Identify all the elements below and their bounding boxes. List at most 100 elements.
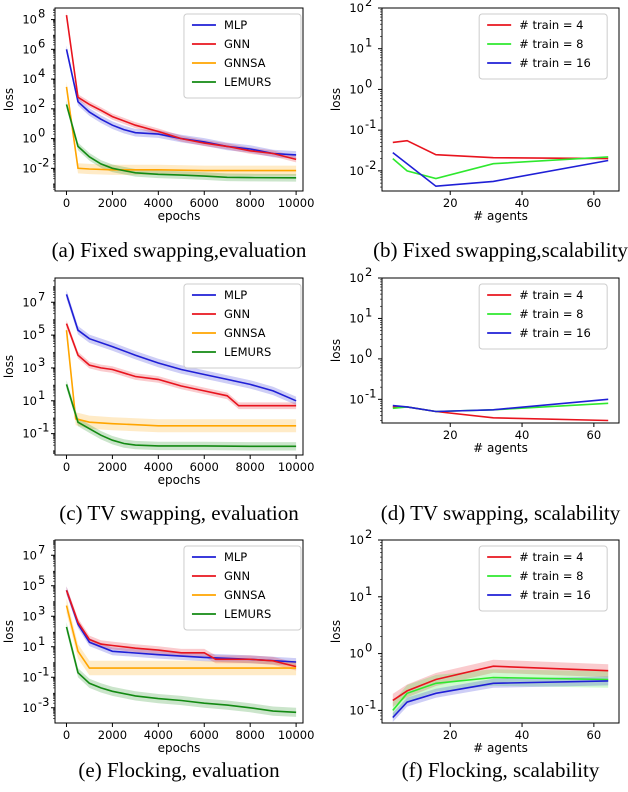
series-line [392, 156, 609, 180]
x-tick-label: 4000 [144, 460, 173, 474]
legend-entry: MLP [224, 18, 247, 32]
x-tick-label: 0 [63, 728, 70, 742]
series-band [66, 380, 297, 451]
y-tick-label: 10 [22, 42, 37, 56]
y-tick-label: 10 [349, 311, 364, 325]
series-line [65, 323, 297, 407]
series-line [65, 590, 297, 668]
x-tick-label: 2000 [98, 196, 127, 210]
x-axis-label: # agents [473, 441, 528, 455]
x-tick-label: 40 [515, 428, 530, 442]
y-tick-label: 10 [349, 82, 364, 96]
plot-area [392, 139, 609, 188]
y-tick-exponent: -1 [38, 421, 49, 435]
legend-box [183, 13, 302, 99]
legend-entry: MLP [224, 550, 247, 564]
legend-entry: # train = 16 [519, 326, 591, 340]
y-tick-exponent: 7 [38, 289, 45, 303]
x-tick-label: 10000 [278, 460, 315, 474]
series-line [392, 665, 609, 702]
series-line [392, 676, 609, 711]
series-band [392, 676, 609, 722]
y-axis-label: loss [2, 88, 16, 111]
y-tick-label: 10 [22, 161, 37, 175]
subfigure-caption: (b) Fixed swapping,scalability [373, 238, 628, 262]
y-tick-label: 10 [349, 703, 364, 717]
legend-entry: GNNSA [224, 56, 266, 70]
series-line [392, 680, 609, 719]
y-tick-label: 10 [349, 1, 364, 15]
x-tick-label: 60 [587, 728, 602, 742]
y-tick-label: 10 [22, 427, 37, 441]
legend-entry: # train = 8 [519, 307, 583, 321]
y-tick-exponent: 8 [38, 7, 45, 21]
y-tick-exponent: 1 [365, 36, 372, 50]
plot-area [392, 659, 609, 722]
x-tick-label: 10000 [278, 728, 315, 742]
legend-entry: LEMURS [224, 607, 271, 621]
series-line [65, 605, 297, 669]
y-tick-label: 10 [22, 394, 37, 408]
series-band [66, 586, 297, 666]
y-tick-exponent: -2 [38, 155, 49, 169]
series-band [392, 659, 609, 707]
legend-entry: LEMURS [224, 345, 271, 359]
y-tick-label: 10 [22, 102, 37, 116]
series-line [392, 139, 609, 160]
x-tick-label: 8000 [236, 196, 265, 210]
y-axis-label: loss [329, 339, 343, 362]
y-tick-label: 10 [349, 533, 364, 547]
series-line [65, 330, 297, 427]
x-tick-label: 40 [515, 728, 530, 742]
series-line [392, 398, 609, 413]
y-tick-label: 10 [22, 609, 37, 623]
series-line [65, 104, 297, 179]
legend-entry: # train = 16 [519, 588, 591, 602]
subfigure-caption: (d) TV swapping, scalability [381, 501, 621, 525]
legend-entry: GNN [224, 569, 250, 583]
series-line [65, 49, 297, 156]
axes-frame [54, 539, 304, 724]
x-tick-label: 20 [443, 728, 458, 742]
y-tick-label: 10 [349, 271, 364, 285]
y-tick-label: 10 [349, 352, 364, 366]
x-tick-label: 40 [515, 196, 530, 210]
legend-entry: GNN [224, 307, 250, 321]
legend-entry: # train = 4 [519, 288, 583, 302]
x-tick-label: 8000 [236, 460, 265, 474]
y-tick-label: 10 [349, 392, 364, 406]
plot-area [65, 586, 297, 717]
y-tick-exponent: 5 [38, 322, 45, 336]
axes-frame [381, 277, 620, 424]
legend-box [183, 545, 302, 631]
series-band [66, 586, 297, 671]
y-tick-label: 10 [22, 670, 37, 684]
y-tick-exponent: 1 [365, 584, 372, 598]
plot-area [65, 290, 297, 451]
series-line [65, 86, 297, 172]
x-axis-label: epochs [158, 209, 201, 223]
x-tick-label: 6000 [190, 196, 219, 210]
x-tick-label: 6000 [190, 728, 219, 742]
x-tick-label: 10000 [278, 196, 315, 210]
x-axis-label: epochs [158, 473, 201, 487]
series-line [65, 294, 297, 402]
legend-entry: # train = 8 [519, 569, 583, 583]
x-tick-label: 8000 [236, 728, 265, 742]
y-tick-label: 10 [349, 123, 364, 137]
y-tick-exponent: 3 [38, 355, 45, 369]
legend-entry: # train = 4 [519, 18, 583, 32]
y-tick-exponent: 0 [365, 641, 372, 655]
y-tick-exponent: 5 [38, 573, 45, 587]
y-tick-label: 10 [349, 647, 364, 661]
series-line [65, 14, 297, 161]
y-tick-exponent: 3 [38, 603, 45, 617]
y-tick-exponent: 6 [38, 36, 45, 50]
y-tick-label: 10 [349, 590, 364, 604]
series-line [65, 384, 297, 448]
y-axis-label: loss [2, 355, 16, 378]
